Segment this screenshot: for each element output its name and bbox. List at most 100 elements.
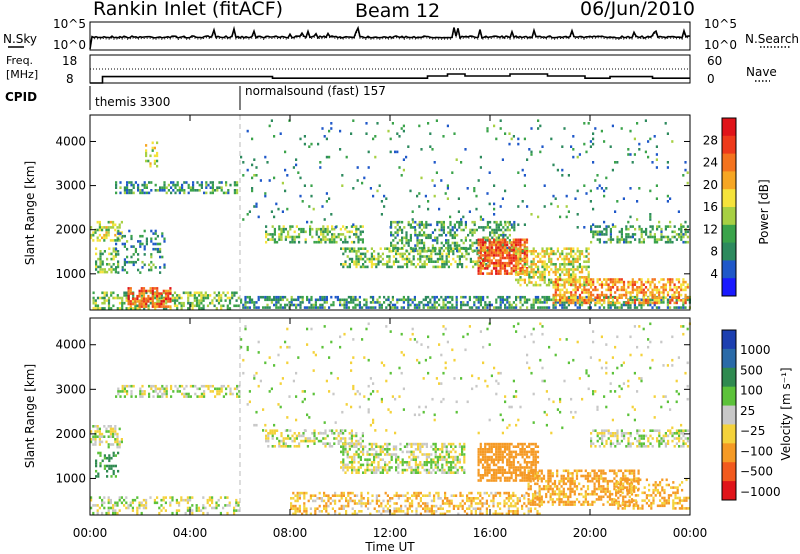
velocity-cell-588 bbox=[351, 468, 354, 472]
velocity-cell-236 bbox=[95, 459, 98, 463]
power-cell-2405 bbox=[543, 276, 546, 279]
power-cell-554 bbox=[198, 189, 201, 192]
power-cell-2959 bbox=[686, 283, 689, 286]
power-cell-1002 bbox=[462, 301, 465, 304]
power-cell-799 bbox=[301, 301, 304, 304]
velocity-cell-960 bbox=[481, 476, 485, 480]
power-cell-1084 bbox=[528, 298, 531, 302]
power-cell-565 bbox=[209, 186, 212, 189]
power-cell-1691 bbox=[469, 260, 472, 263]
velocity-cell-1440 bbox=[584, 498, 587, 501]
velocity-cell-226 bbox=[116, 438, 119, 441]
power-cell-1344 bbox=[300, 227, 303, 231]
power-cell-2332 bbox=[526, 268, 529, 271]
power-cell-1636 bbox=[441, 252, 444, 256]
power-cell-2659 bbox=[576, 280, 579, 284]
power-cell-1533 bbox=[386, 265, 389, 269]
power-cell-217 bbox=[220, 299, 223, 302]
power-cell-2234 bbox=[517, 241, 520, 244]
velocity-cell-222 bbox=[114, 438, 117, 441]
power-cell-3457 bbox=[669, 220, 672, 224]
velocity-cell-1324 bbox=[551, 498, 554, 501]
power-cell-813 bbox=[314, 298, 317, 302]
velocity-cell-336 bbox=[165, 392, 168, 396]
power-cell-1605 bbox=[423, 265, 426, 269]
power-cell-1986 bbox=[495, 239, 498, 242]
power-cell-121 bbox=[162, 307, 166, 310]
power-cell-774 bbox=[284, 295, 287, 299]
velocity-cell-124 bbox=[195, 509, 198, 512]
power-cell-831 bbox=[325, 295, 328, 299]
power-cell-2603 bbox=[556, 283, 560, 286]
power-cell-2617 bbox=[561, 293, 564, 297]
power-cell-2837 bbox=[640, 288, 643, 292]
power-cell-503 bbox=[150, 189, 153, 192]
power-cell-2952 bbox=[684, 280, 687, 284]
power-cell-3399 bbox=[600, 187, 603, 190]
power-cell-1190 bbox=[611, 295, 614, 299]
velocity-cell-10 bbox=[98, 506, 101, 510]
power-cell-2553 bbox=[578, 276, 581, 279]
velocity-cell-579 bbox=[348, 448, 351, 451]
power-cell-1306 bbox=[276, 240, 279, 244]
power-cell-3369 bbox=[572, 155, 575, 159]
power-cell-2338 bbox=[528, 273, 531, 276]
power-cell-582 bbox=[225, 183, 228, 187]
power-cell-2114 bbox=[492, 251, 496, 255]
velocity-cell-1129 bbox=[517, 442, 520, 446]
velocity-cell-181 bbox=[94, 440, 97, 444]
power-cell-2621 bbox=[563, 286, 566, 289]
power-cell-2255 bbox=[519, 272, 522, 275]
velocity-cell-852 bbox=[441, 448, 444, 451]
power-cell-1729 bbox=[392, 233, 395, 237]
velocity-cell-719 bbox=[395, 455, 398, 459]
power-cell-2204 bbox=[510, 267, 513, 270]
power-cell-867 bbox=[354, 303, 357, 307]
power-cell-734 bbox=[253, 306, 256, 309]
power-cell-2053 bbox=[479, 254, 482, 257]
velocity-cell-961 bbox=[484, 442, 487, 446]
power-cell-583 bbox=[225, 191, 228, 195]
velocity-cell-682 bbox=[381, 448, 384, 451]
power-cell-1960 bbox=[486, 226, 489, 229]
velocity-cell-305 bbox=[141, 392, 144, 396]
power-cell-229 bbox=[228, 299, 232, 302]
power-cell-1158 bbox=[578, 298, 581, 302]
power-cell-1141 bbox=[565, 306, 568, 309]
power-cell-635 bbox=[123, 263, 126, 267]
power-cell-1340 bbox=[298, 227, 301, 231]
power-cell-3221 bbox=[380, 213, 383, 216]
power-cell-2544 bbox=[576, 268, 579, 271]
velocity-cell-727 bbox=[397, 466, 400, 469]
power-cell-729 bbox=[248, 306, 251, 309]
velocity-cell-1159 bbox=[523, 450, 526, 454]
power-cell-2505 bbox=[567, 281, 570, 284]
power-cell-498 bbox=[145, 186, 148, 189]
power-cell-2330 bbox=[526, 260, 529, 263]
power-cell-995 bbox=[455, 303, 458, 307]
power-cell-187 bbox=[200, 301, 203, 305]
power-cell-3191 bbox=[330, 127, 333, 130]
power-cell-3003 bbox=[616, 238, 619, 241]
power-cell-2911 bbox=[669, 280, 672, 284]
power-cell-3396 bbox=[596, 187, 599, 190]
power-cell-2910 bbox=[669, 278, 672, 281]
power-cell-73 bbox=[134, 307, 137, 310]
power-cell-2991 bbox=[607, 225, 610, 228]
power-cell-2126 bbox=[495, 259, 498, 262]
velocity-cell-1444 bbox=[586, 477, 590, 480]
power-cell-3398 bbox=[600, 129, 603, 133]
power-cell-3174 bbox=[310, 220, 313, 224]
velocity-cell-808 bbox=[425, 463, 428, 467]
velocity-cell-7 bbox=[96, 509, 99, 512]
power-cell-1694 bbox=[472, 265, 475, 269]
power-cell-1420 bbox=[350, 225, 353, 228]
velocity-cell-988 bbox=[488, 450, 491, 454]
velocity-cell-1272 bbox=[538, 485, 541, 488]
power-cell-1056 bbox=[506, 298, 509, 302]
power-cell-1943 bbox=[475, 246, 478, 250]
power-cell-2533 bbox=[574, 260, 577, 263]
velocity-cell-758 bbox=[410, 466, 413, 469]
velocity-cell-81 bbox=[158, 511, 161, 515]
power-cell-3008 bbox=[620, 227, 623, 231]
